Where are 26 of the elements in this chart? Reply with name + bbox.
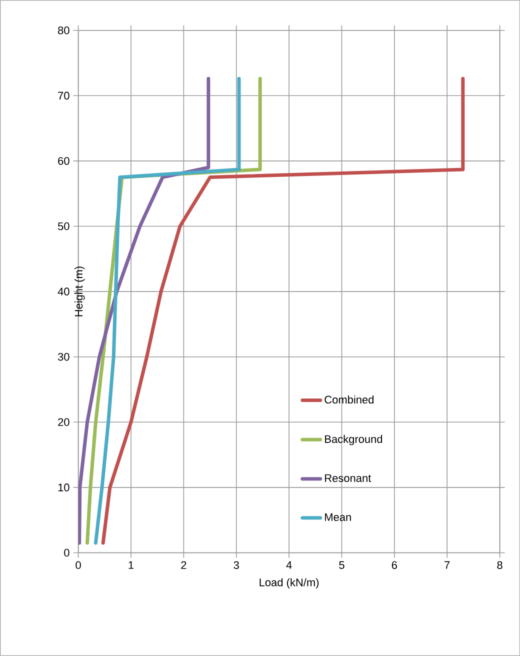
legend-label: Background <box>324 434 382 446</box>
line-series <box>101 76 465 545</box>
legend-label: Resonant <box>324 474 372 482</box>
y-axis-title: Height (m) <box>74 266 85 316</box>
x-axis-title: Load (kN/m) <box>260 578 318 588</box>
y-tick-label: 30 <box>58 352 70 361</box>
y-tick-label: 60 <box>58 157 70 165</box>
x-tick-label: 7 <box>444 561 450 569</box>
x-tick-label: 4 <box>286 561 292 569</box>
line-series <box>94 76 241 545</box>
y-tick-label: 70 <box>58 92 70 100</box>
x-tick-label: 6 <box>392 561 397 570</box>
x-tick-label: 2 <box>181 561 186 569</box>
y-tick-label: 20 <box>58 418 70 426</box>
y-tick-label: 40 <box>58 288 70 296</box>
x-tick-label: 0 <box>76 561 81 570</box>
x-tick-label: 5 <box>339 561 344 569</box>
y-tick-label: 50 <box>58 222 70 230</box>
x-tick-label: 8 <box>497 561 502 570</box>
y-tick-label: 10 <box>58 484 70 492</box>
legend-label: Combined <box>324 395 374 404</box>
y-tick-label: 80 <box>58 26 70 34</box>
legend-label: Mean <box>324 513 351 522</box>
y-tick-label: 0 <box>64 548 70 557</box>
x-tick-label: 1 <box>128 561 134 569</box>
x-tick-label: 3 <box>234 561 239 570</box>
